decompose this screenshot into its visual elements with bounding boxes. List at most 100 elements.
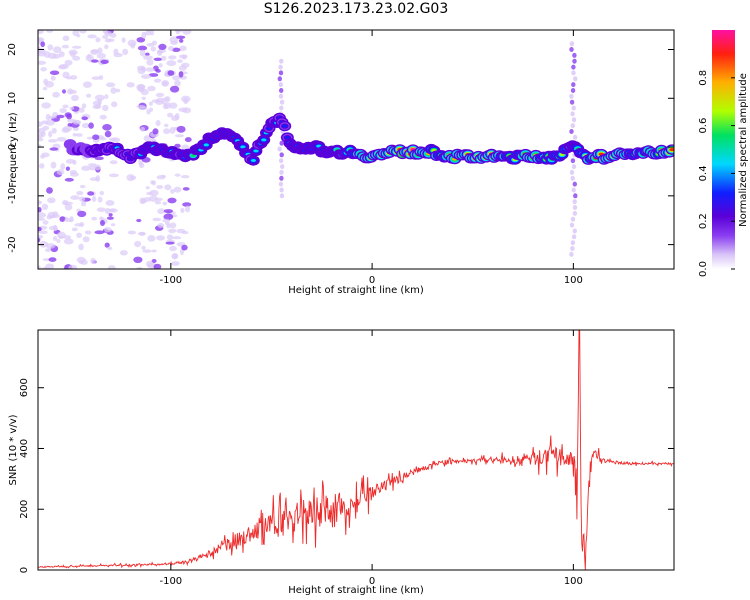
noise-blob [41,203,49,210]
noise-blob [150,46,157,52]
noise-blob [168,46,174,51]
noise-blob [82,236,90,243]
noise-blob [167,112,173,118]
noise-blob [170,189,175,194]
noise-blob [87,34,97,39]
spike-blob [569,93,574,99]
spike-blob [278,64,283,70]
spike-blob [279,58,284,64]
spike-blob [573,193,578,199]
noise-blob [110,87,117,94]
noise-blob [46,30,54,33]
noise-blob [56,238,61,244]
noise-blob [71,227,78,232]
noise-blob [154,200,162,205]
spectrogram-ylabel: Frequency (Hz) [8,112,19,188]
noise-blob [104,38,112,43]
noise-blob [59,216,66,222]
spike-blob [569,99,575,105]
spike-blob [570,246,575,251]
spike-blob [570,175,575,181]
spike-blob [569,251,574,257]
noise-blob [52,211,59,217]
y-tick-label: 200 [19,500,30,519]
noise-blob [40,131,46,137]
noise-blob [108,265,116,269]
noise-blob [91,216,98,221]
noise-blob [174,143,181,148]
noise-blob [38,60,47,65]
noise-blob [56,137,67,142]
noise-blob [53,46,62,54]
noise-blob [167,70,175,76]
ridge-blob [203,143,209,147]
noise-blob [161,80,170,87]
noise-blob [109,160,118,165]
noise-blob [144,52,150,56]
noise-blob [94,230,105,235]
noise-blob [53,224,58,232]
noise-blob [141,66,146,70]
noise-blob [104,130,112,138]
noise-blob [45,119,55,126]
noise-blob [145,67,155,72]
noise-blob [94,164,101,171]
noise-blob [152,217,162,222]
noise-blob [66,113,72,120]
spike-blob [572,134,578,140]
ridge-blob [261,138,267,142]
noise-blob [72,45,82,49]
noise-blob [166,234,174,241]
noise-blob [87,53,92,59]
noise-blob [176,125,186,133]
noise-blob [164,184,172,191]
spike-blob [572,52,577,58]
noise-blob [65,166,70,171]
spike-blob [279,105,284,111]
colorbar-tick-label: 0.8 [698,70,709,86]
noise-blob [163,209,173,214]
noise-blob [163,123,169,128]
noise-blob [50,161,57,169]
noise-blob [149,195,158,202]
noise-blob [101,35,109,39]
noise-blob [162,218,171,223]
noise-blob [137,45,148,51]
noise-blob [155,100,164,105]
noise-blob [170,85,180,93]
spike-blob [570,240,576,246]
noise-blob [109,208,115,212]
noise-blob [38,235,44,239]
noise-blob [51,127,57,134]
spike-blob [572,205,578,210]
noise-blob [38,121,43,128]
noise-blob [56,169,65,176]
noise-blob [171,261,180,266]
noise-blob [88,122,94,129]
noise-blob [38,30,44,34]
noise-blob [108,173,119,178]
spike-blob [572,228,577,234]
spike-blob [279,152,284,158]
noise-blob [126,82,135,88]
noise-blob [79,196,86,202]
noise-blob [64,218,74,223]
spike-blob [278,82,283,88]
noise-blob [81,201,87,207]
noise-blob [38,230,48,234]
noise-blob [102,104,109,112]
noise-blob [38,226,42,232]
noise-blob [156,185,164,189]
noise-blob [104,207,111,215]
noise-blob [110,137,121,143]
snr-panel: -100 0 100 0 200 400 600 Height of straight li… [8,329,675,596]
noise-blob [38,200,43,205]
noise-blob [96,52,106,59]
noise-blob [94,156,104,161]
noise-blob [62,89,66,94]
noise-blob [158,43,167,51]
noise-blob [74,223,83,227]
noise-blob [90,257,96,265]
noise-blob [49,70,60,76]
noise-blob [127,230,137,235]
